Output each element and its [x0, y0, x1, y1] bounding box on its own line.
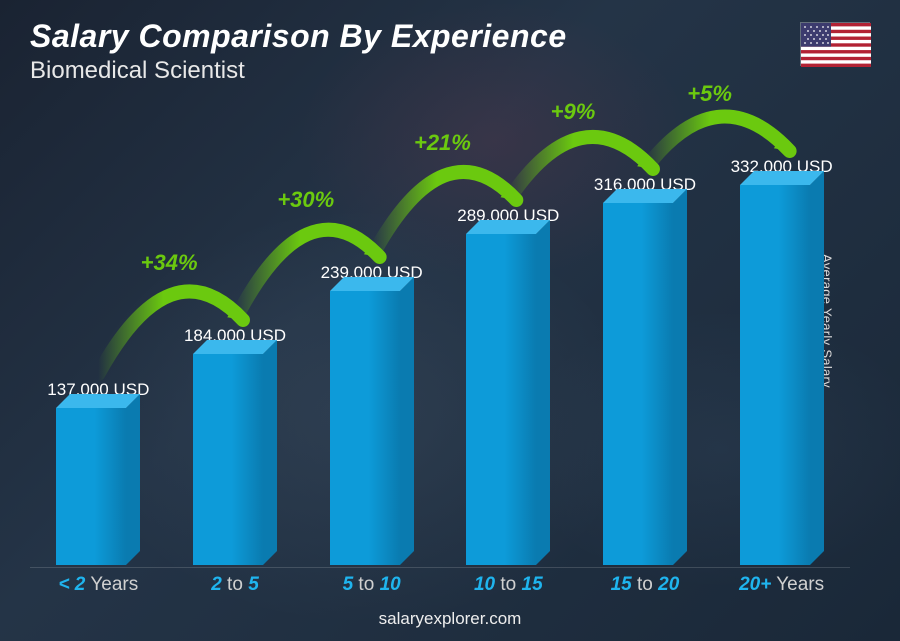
salary-chart: 137,000 USD184,000 USD239,000 USD289,000…: [30, 120, 850, 597]
page-subtitle: Biomedical Scientist: [30, 57, 567, 85]
bar-0: 137,000 USD: [43, 380, 153, 565]
x-label: 5 to 10: [317, 568, 427, 597]
bar-2: 239,000 USD: [317, 263, 427, 565]
footer-attribution: salaryexplorer.com: [0, 609, 900, 629]
bar-1: 184,000 USD: [180, 326, 290, 565]
bar-4: 316,000 USD: [590, 175, 700, 565]
bar-shape: [330, 291, 414, 565]
bar-shape: [466, 234, 550, 565]
bar-shape: [56, 408, 140, 565]
bar-shape: [193, 354, 277, 565]
bar-5: 332,000 USD: [727, 157, 837, 565]
x-label: 15 to 20: [590, 568, 700, 597]
x-label: < 2 Years: [43, 568, 153, 597]
x-label: 10 to 15: [453, 568, 563, 597]
bar-3: 289,000 USD: [453, 206, 563, 565]
bar-shape: [740, 185, 824, 565]
header: Salary Comparison By Experience Biomedic…: [30, 18, 567, 85]
x-axis: < 2 Years 2 to 5 5 to 10 10 to 15 15 to 20 20…: [30, 567, 850, 597]
page-title: Salary Comparison By Experience: [30, 18, 567, 55]
flag-icon: [800, 22, 870, 66]
increase-pct: +5%: [687, 81, 732, 107]
bars-container: 137,000 USD184,000 USD239,000 USD289,000…: [30, 120, 850, 565]
x-label: 20+ Years: [727, 568, 837, 597]
bar-shape: [603, 203, 687, 565]
x-label: 2 to 5: [180, 568, 290, 597]
